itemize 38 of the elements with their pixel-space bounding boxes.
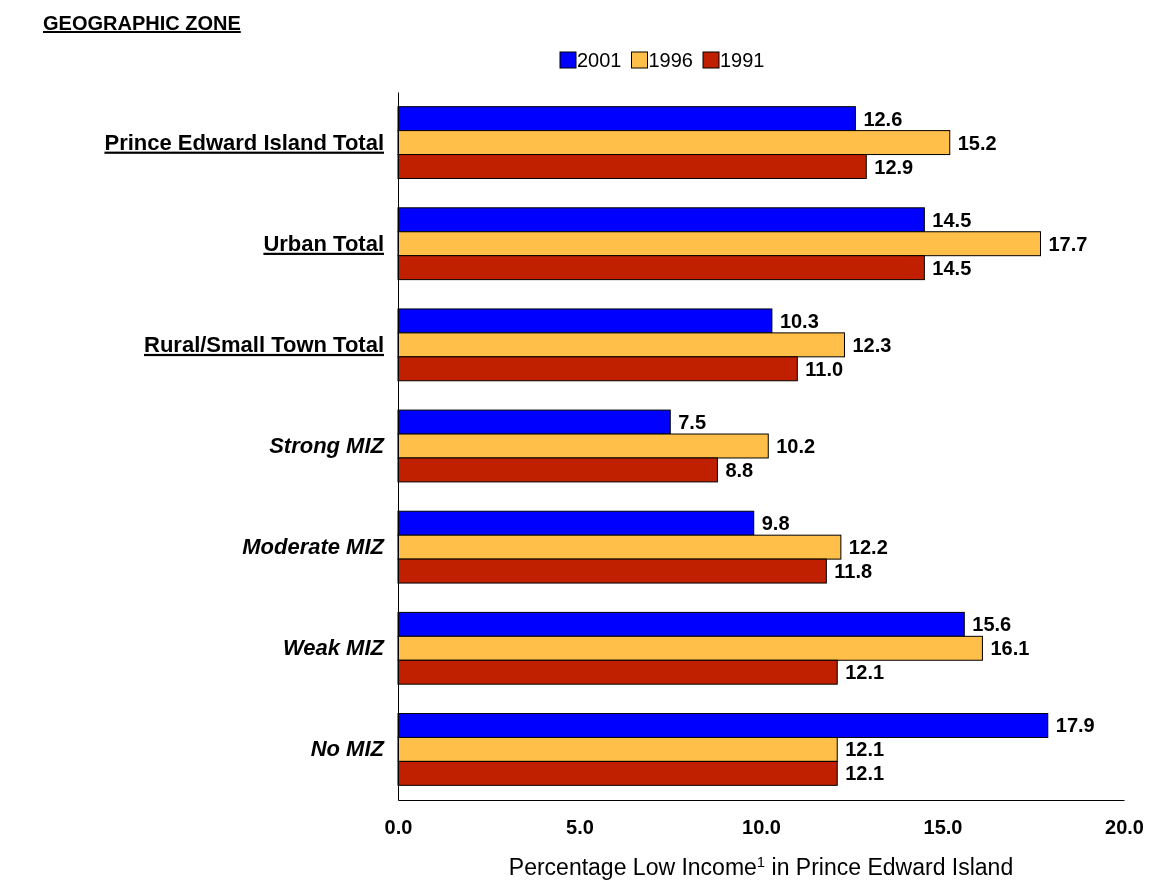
data-label: 11.0 bbox=[805, 357, 844, 380]
data-label: 10.3 bbox=[779, 309, 819, 332]
data-label: 14.5 bbox=[932, 256, 972, 279]
legend-label: 2001 bbox=[577, 49, 622, 71]
data-label: 15.2 bbox=[957, 131, 997, 154]
data-label: 9.8 bbox=[761, 512, 790, 535]
data-label: 7.5 bbox=[678, 411, 707, 434]
x-tick-label: 10.0 bbox=[742, 816, 781, 839]
data-label: 17.7 bbox=[1048, 232, 1088, 255]
data-label: 12.9 bbox=[874, 155, 914, 178]
y-tick-label: Urban Total bbox=[263, 230, 384, 256]
x-tick-label: 5.0 bbox=[566, 816, 594, 839]
y-tick-label: Weak MIZ bbox=[282, 635, 386, 661]
data-label: 15.6 bbox=[972, 613, 1012, 636]
y-tick-label: Moderate MIZ bbox=[242, 534, 386, 560]
y-tick-label: Strong MIZ bbox=[269, 433, 386, 459]
y-tick-label: Rural/Small Town Total bbox=[144, 331, 384, 357]
y-axis-title: GEOGRAPHIC ZONE bbox=[43, 12, 241, 34]
data-label: 12.6 bbox=[863, 107, 903, 130]
y-tick-label: No MIZ bbox=[310, 736, 386, 762]
data-label: 12.1 bbox=[845, 661, 885, 684]
data-label: 12.1 bbox=[845, 762, 885, 785]
legend-label: 1996 bbox=[648, 49, 693, 71]
legend-label: 1991 bbox=[720, 49, 765, 71]
data-label: 17.9 bbox=[1055, 714, 1095, 737]
data-label: 12.1 bbox=[845, 738, 885, 761]
data-label: 16.1 bbox=[990, 637, 1030, 660]
data-label: 12.3 bbox=[852, 333, 892, 356]
data-label: 14.5 bbox=[932, 208, 972, 231]
x-tick-label: 0.0 bbox=[384, 816, 413, 839]
x-tick-label: 15.0 bbox=[923, 816, 963, 839]
x-tick-label: 20.0 bbox=[1105, 816, 1144, 839]
y-tick-label: Prince Edward Island Total bbox=[104, 129, 384, 155]
data-label: 8.8 bbox=[725, 458, 754, 481]
data-label: 11.8 bbox=[834, 560, 873, 583]
x-axis-title: Percentage Low Income$^{1}$ in Prince Edward Island bbox=[508, 852, 1014, 880]
data-label: 10.2 bbox=[776, 435, 816, 457]
data-label: 12.2 bbox=[848, 536, 888, 559]
